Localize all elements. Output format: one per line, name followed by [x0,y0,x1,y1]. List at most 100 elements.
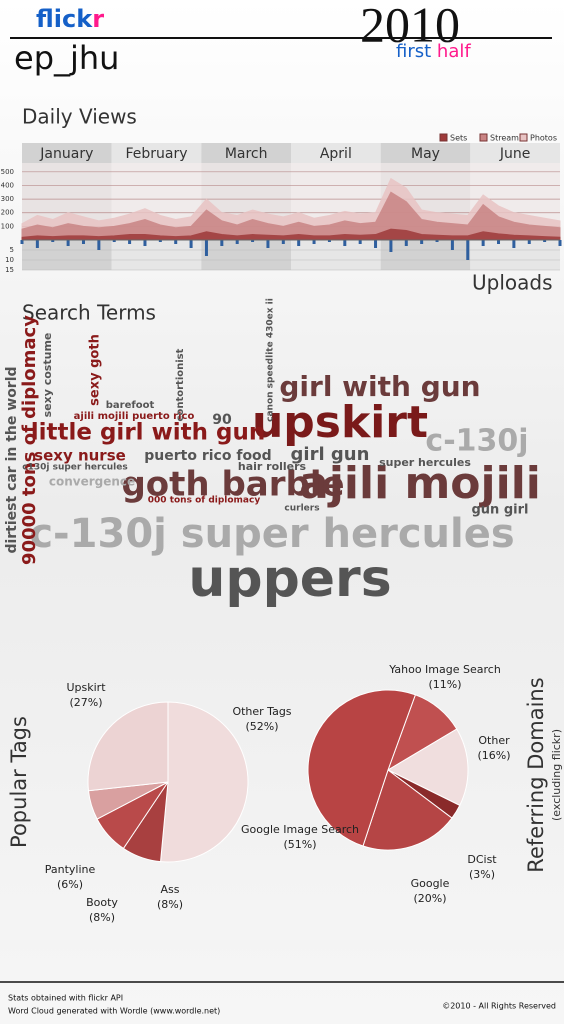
upload-bar [558,240,562,246]
cloud-word: hair rollers [238,460,307,473]
upload-bar [481,240,485,246]
upload-bar [466,240,470,260]
pie-title: Popular Tags [7,716,31,848]
upload-bar [174,240,178,244]
cloud-word: c130j super hercules [22,463,127,473]
upload-bar [312,240,316,244]
upload-bar [35,240,39,248]
slice-label: Booty [86,896,118,909]
period: first half [396,41,471,62]
upload-bar [512,240,516,248]
slice-label: Yahoo Image Search [388,663,501,676]
y-tick-label: 100 [1,222,14,230]
footer-text: Word Cloud generated with Wordle (www.wo… [8,1007,220,1016]
upload-bar [497,240,501,244]
area [21,228,561,241]
upload-bar [189,240,193,248]
cloud-word: 000 tons of diplomacy [148,496,261,506]
slice-value: (20%) [413,892,446,905]
x-tick-label: April [320,146,352,162]
pie-slice [87,701,169,792]
pie-subtitle: (excluding flickr) [550,729,563,821]
upload-bar [204,240,208,256]
upload-bar [420,240,424,244]
upload-bar [112,240,116,242]
cloud-word: girl gun [291,444,370,465]
upload-bar [220,240,224,246]
x-tick-label: May [411,146,440,162]
upload-bar [158,240,162,242]
cloud-word: c-130j super hercules [29,511,514,557]
cloud-word: canon speedlite 430ex ii [266,298,276,422]
cloud-word: dirtiest car in the world [4,366,20,553]
pie-title: Referring Domains [524,677,548,872]
cloud-word: curlers [284,504,319,514]
upload-bar [358,240,362,244]
y2-tick-label: 10 [5,256,14,264]
slice-value: (16%) [477,749,510,762]
logo-b: r [92,5,104,33]
cloud-word: little girl with gun [31,420,266,446]
logo-a: flick [36,5,93,33]
slice-value: (6%) [57,878,83,891]
slice-label: Upskirt [66,681,106,694]
cloud-word: goth barbie [121,465,344,505]
cloud-word: gun girl [472,503,529,518]
cloud-word: 90000 tons of diplomacy [19,315,40,565]
x-tick-label: March [225,146,268,162]
cloud-word: c-130j [425,424,528,459]
pie-slice [386,728,469,807]
cloud-word: uppers [188,549,391,609]
x-tick-label: February [125,146,187,162]
legend-swatch [439,133,448,142]
slice-label: Google Image Search [241,823,359,836]
upload-bar [543,240,547,242]
slice-label: Pantyline [45,863,96,876]
upload-bar [81,240,85,244]
footer-text: ©2010 - All Rights Reserved [442,1002,556,1011]
upload-bar [66,240,70,246]
upload-bar [251,240,255,242]
area [21,191,561,241]
half: half [437,41,471,62]
upload-bar [435,240,439,242]
slice-value: (27%) [69,696,102,709]
upload-bar [51,240,55,242]
slice-value: (3%) [469,868,495,881]
legend-label: Sets [450,134,467,143]
section-title: Daily Views [22,105,137,129]
cloud-word: girl with gun [279,370,480,403]
upload-bar [20,240,24,244]
cloud-word: contortionist [175,348,186,421]
pie-slice [362,769,453,851]
slice-value: (11%) [428,678,461,691]
cloud-word: ajili mojili [299,458,541,509]
y-tick-label: 200 [1,209,14,217]
section-title: Uploads [472,271,553,295]
upload-bar [327,240,331,242]
upload-bar [128,240,132,244]
cloud-word: puerto rico food [144,448,271,464]
cloud-word: sexy goth [88,334,103,406]
y2-tick-label: 5 [10,246,14,254]
slice-label: Google [411,877,450,890]
upload-bar [143,240,147,246]
y2-tick-label: 15 [5,266,14,274]
cloud-word: upskirt [252,397,428,448]
y-tick-label: 400 [1,181,14,189]
upload-bar [450,240,454,250]
upload-bar [374,240,378,248]
legend-label: Stream [490,134,519,143]
pie-slice [307,689,417,847]
y-tick-label: 300 [1,195,14,203]
x-tick-label: June [499,146,531,162]
upload-bar [235,240,239,244]
slice-label: Ass [161,883,180,896]
upload-bar [527,240,531,244]
slice-value: (51%) [283,838,316,851]
first: first [396,41,431,62]
upload-bar [297,240,301,246]
upload-bar [389,240,393,252]
pie-slice [160,701,249,863]
